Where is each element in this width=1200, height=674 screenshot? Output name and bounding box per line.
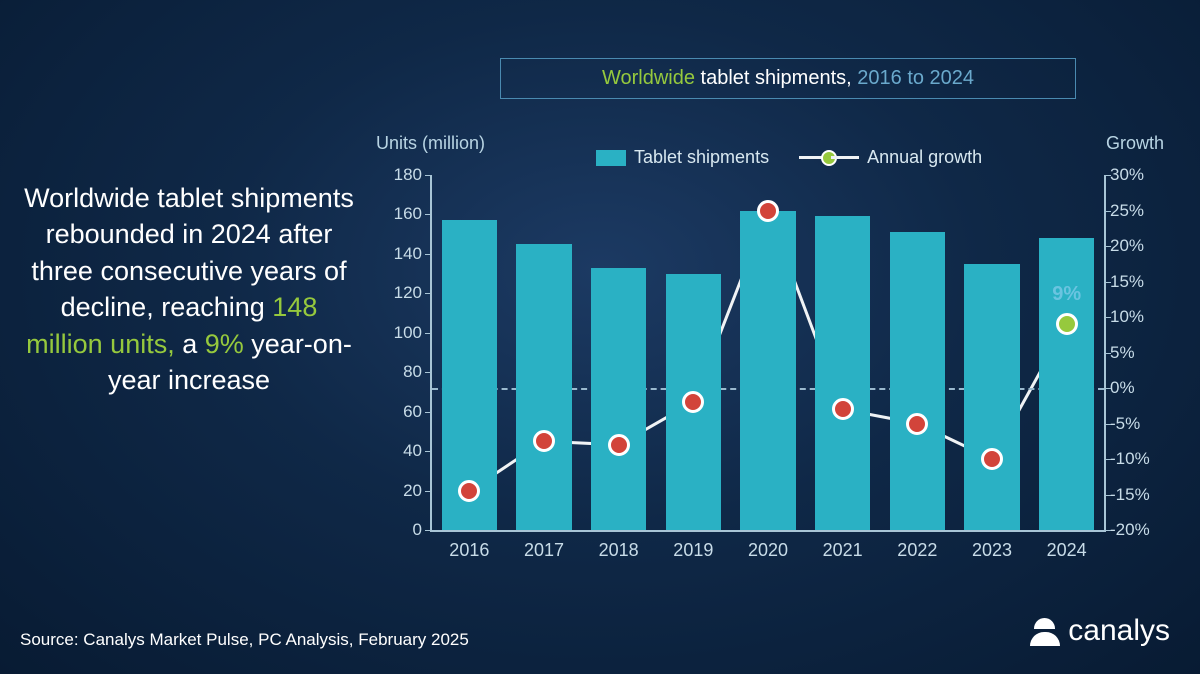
- right-ytick: -10%: [1110, 449, 1150, 469]
- x-category-label: 2020: [748, 540, 788, 561]
- legend-swatch-line: [799, 150, 859, 166]
- left-ytick: 160: [394, 204, 422, 224]
- line-marker: [757, 200, 779, 222]
- canalys-logo: canalys: [1030, 614, 1170, 648]
- legend-line-label: Annual growth: [867, 147, 982, 168]
- x-category-label: 2017: [524, 540, 564, 561]
- line-marker: [832, 398, 854, 420]
- legend-bar-label: Tablet shipments: [634, 147, 769, 168]
- right-ytick: -20%: [1110, 520, 1150, 540]
- canalys-logo-text: canalys: [1068, 614, 1170, 648]
- right-ytick: 15%: [1110, 272, 1144, 292]
- left-ytick: 120: [394, 283, 422, 303]
- right-ytick: 25%: [1110, 201, 1144, 221]
- canalys-logo-icon: [1030, 616, 1060, 646]
- narrative-text: Worldwide tablet shipments rebounded in …: [24, 180, 354, 399]
- right-ytick: 10%: [1110, 307, 1144, 327]
- bar: [1039, 238, 1094, 530]
- left-ytick: 80: [403, 362, 422, 382]
- line-marker: [906, 413, 928, 435]
- x-category-label: 2022: [897, 540, 937, 561]
- bar: [964, 264, 1019, 530]
- left-ytick: 0: [413, 520, 422, 540]
- chart-title-box: Worldwide tablet shipments, 2016 to 2024: [500, 58, 1076, 99]
- x-category-label: 2023: [972, 540, 1012, 561]
- right-ytick: 5%: [1110, 343, 1135, 363]
- left-axis-label: Units (million): [376, 133, 485, 154]
- left-ytick: 140: [394, 244, 422, 264]
- source-citation: Source: Canalys Market Pulse, PC Analysi…: [20, 630, 469, 650]
- x-category-label: 2019: [673, 540, 713, 561]
- title-text: Worldwide tablet shipments, 2016 to 2024: [602, 67, 974, 89]
- x-category-label: 2021: [823, 540, 863, 561]
- left-ytick: 180: [394, 165, 422, 185]
- x-category-label: 2018: [599, 540, 639, 561]
- left-ytick: 20: [403, 481, 422, 501]
- left-y-axis: 020406080100120140160180: [376, 175, 430, 530]
- legend-swatch-bar: [596, 150, 626, 166]
- line-marker: [1056, 313, 1078, 335]
- right-ytick: 30%: [1110, 165, 1144, 185]
- left-ytick: 40: [403, 441, 422, 461]
- bar: [591, 268, 646, 530]
- plot-area: 2016201720182019202020212022202320249%: [430, 175, 1106, 532]
- right-axis-label: Growth: [1106, 133, 1164, 154]
- line-marker: [981, 448, 1003, 470]
- bar: [740, 211, 795, 531]
- x-category-label: 2016: [449, 540, 489, 561]
- combo-chart: Units (million) Growth Tablet shipments …: [376, 125, 1166, 563]
- legend-item-line: Annual growth: [799, 147, 982, 168]
- legend-item-bars: Tablet shipments: [596, 147, 769, 168]
- line-marker: [458, 480, 480, 502]
- left-ytick: 100: [394, 323, 422, 343]
- bar: [815, 216, 870, 530]
- chart-legend: Tablet shipments Annual growth: [596, 147, 982, 168]
- right-ytick: 20%: [1110, 236, 1144, 256]
- right-ytick: 0%: [1110, 378, 1135, 398]
- line-marker: [682, 391, 704, 413]
- line-marker: [533, 430, 555, 452]
- right-ytick: -5%: [1110, 414, 1140, 434]
- left-ytick: 60: [403, 402, 422, 422]
- line-marker: [608, 434, 630, 456]
- bar: [516, 244, 571, 530]
- growth-callout: 9%: [1052, 283, 1081, 306]
- bar: [890, 232, 945, 530]
- right-y-axis: -20%-15%-10%-5%0%5%10%15%20%25%30%: [1102, 175, 1166, 530]
- right-ytick: -15%: [1110, 485, 1150, 505]
- x-category-label: 2024: [1047, 540, 1087, 561]
